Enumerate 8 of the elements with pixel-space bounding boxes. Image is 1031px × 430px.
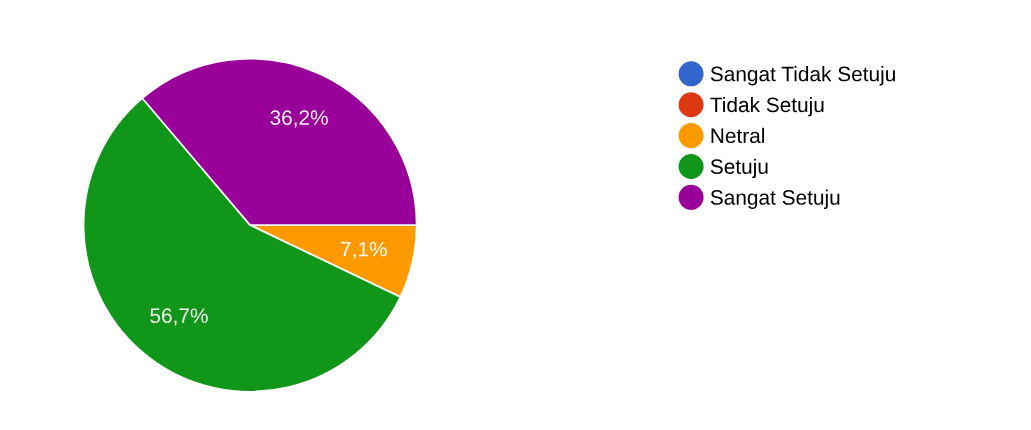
data-label: 56,7% <box>150 308 208 326</box>
legend-label: Tidak Setuju <box>710 96 824 117</box>
legend-label: Setuju <box>710 158 768 179</box>
legend-label: Sangat Setuju <box>710 189 840 209</box>
data-label: 36,2% <box>270 110 328 128</box>
data-label: 7,1% <box>341 241 387 259</box>
legend-label: Netral <box>711 127 765 144</box>
legend-label: Sangat Tidak Setuju <box>710 66 895 86</box>
